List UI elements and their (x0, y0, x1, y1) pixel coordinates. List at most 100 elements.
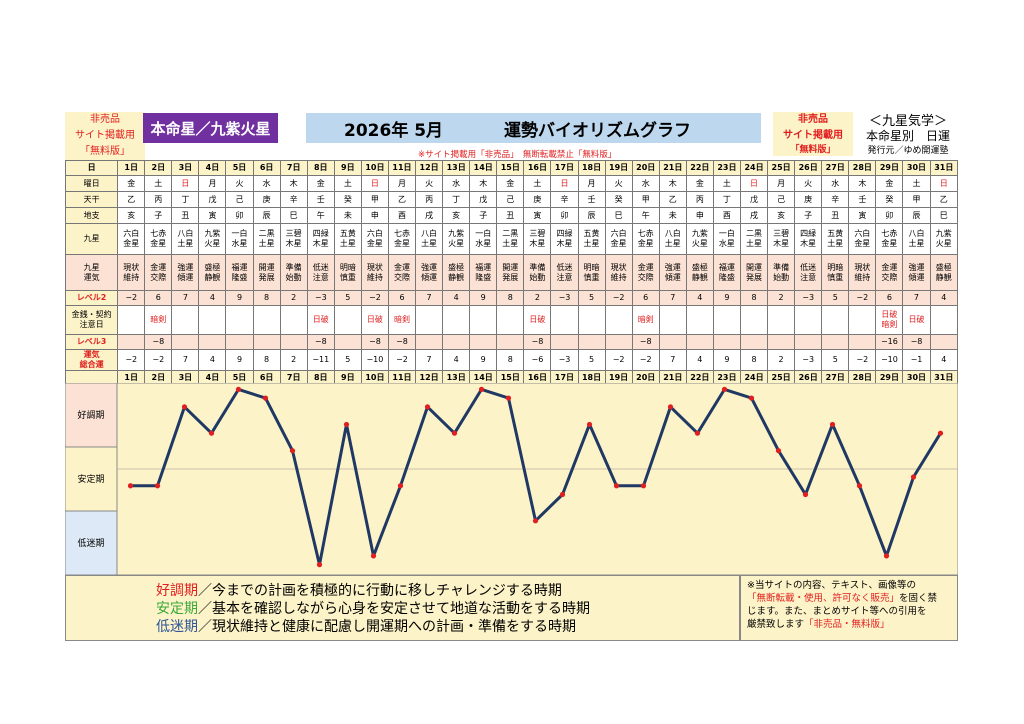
shi-cell: 未 (658, 207, 687, 224)
unki-cell-line: 傾運 (664, 272, 681, 282)
notes-box: ※当サイトの内容、テキスト、画像等の 「無断転載・使用、許可なく販売」を固く禁 … (740, 575, 958, 641)
total-cell: −2 (117, 349, 146, 371)
lv3-cell (929, 334, 959, 350)
day-cell: 13日 (442, 160, 471, 176)
day-cell: 25日 (767, 160, 796, 176)
unki-cell-line: 傾運 (421, 272, 438, 282)
lv3-cell (198, 334, 227, 350)
kan-cell: 癸 (333, 191, 362, 208)
unki-cell-line: 現状 (366, 262, 383, 272)
dow-cell: 水 (821, 175, 850, 192)
dow-cell: 水 (442, 175, 471, 192)
kan-cell: 庚 (252, 191, 281, 208)
star-cell-line: 土星 (421, 239, 438, 248)
data-point (532, 518, 539, 524)
dow-cell: 金 (117, 175, 146, 192)
lv2-cell: −2 (604, 290, 633, 306)
unki-label-line: 九星 (83, 262, 100, 272)
badge-right: 非売品 サイト掲載用 「無料版」 (773, 112, 853, 156)
kin-cell-line: 日破 (881, 310, 898, 319)
lv3-cell: −8 (360, 334, 389, 350)
data-point (370, 553, 377, 559)
title-box: 2026年 5月 運勢バイオリズムグラフ (306, 113, 761, 143)
legend-low: 低迷期／現状維持と健康に配慮し開運期への計画・準備をする時期 (156, 618, 576, 636)
lv2-cell: 6 (144, 290, 173, 306)
star-cell: 七赤 金星 (144, 223, 173, 255)
notes-line2-rest: を固く禁 (899, 593, 938, 604)
shi-cell: 寅 (523, 207, 552, 224)
shi-cell: 午 (306, 207, 335, 224)
kin-cell: 日破 (306, 305, 335, 335)
unki-cell: 強運 傾運 (415, 254, 444, 291)
kan-cell: 丙 (415, 191, 444, 208)
kan-cell: 乙 (658, 191, 687, 208)
unki-cell: 現状 維持 (117, 254, 146, 291)
data-point (829, 421, 836, 428)
kan-cell: 丁 (171, 191, 200, 208)
day-cell: 11日 (387, 160, 417, 176)
shi-label: 地支 (64, 207, 119, 224)
lv2-cell: 4 (198, 290, 227, 306)
kan-cell: 甲 (360, 191, 389, 208)
data-point (586, 421, 593, 428)
star-cell-line: 水星 (475, 239, 492, 248)
unki-cell: 明暗 慎重 (821, 254, 850, 291)
total-label: 運気 総合運 (64, 349, 119, 371)
lv3-cell (685, 334, 714, 350)
total-cell: 4 (929, 349, 959, 371)
unki-cell-line: 注意 (800, 272, 817, 282)
kin-cell-line: 日破 (312, 315, 329, 324)
unki-cell-line: 傾運 (177, 272, 194, 282)
total-cell: 7 (415, 349, 444, 371)
unki-cell-line: 始動 (285, 272, 302, 282)
legend-low-term: 低迷期 (156, 619, 198, 635)
star-cell: 二黒 土星 (739, 223, 769, 255)
star-cell-line: 八白 (177, 229, 194, 238)
dow-cell: 水 (631, 175, 660, 192)
total-cell: −3 (550, 349, 579, 371)
total-cell: 5 (333, 349, 362, 371)
day-cell: 22日 (685, 160, 714, 176)
dow-cell: 日 (171, 175, 200, 192)
notes-line1: ※当サイトの内容、テキスト、画像等の (747, 580, 916, 591)
total-cell: −2 (144, 349, 173, 371)
star-cell-line: 八白 (421, 229, 438, 238)
data-point (343, 421, 350, 428)
dow-cell: 水 (252, 175, 281, 192)
star-cell: 一白 水星 (225, 223, 254, 255)
unki-cell: 金運 交際 (631, 254, 660, 291)
day-cell: 26日 (794, 160, 823, 176)
lv3-cell: −8 (387, 334, 417, 350)
day2-cell: 6日 (252, 370, 281, 385)
total-cell: 7 (658, 349, 687, 371)
unki-cell-line: 隆盛 (231, 272, 248, 282)
unki-cell-line: 交際 (637, 272, 654, 282)
day2-cell: 19日 (604, 370, 633, 385)
star-cell-line: 二黒 (502, 229, 519, 238)
kin-cell-line: 暗剣 (637, 315, 654, 324)
lv3-cell: −8 (631, 334, 660, 350)
star-cell: 四緑 木星 (550, 223, 579, 255)
day-cell: 1日 (117, 160, 146, 176)
star-cell: 三碧 木星 (523, 223, 552, 255)
lv3-cell (252, 334, 281, 350)
total-label-line: 総合運 (79, 360, 104, 369)
lv2-cell: 7 (658, 290, 687, 306)
unki-cell: 開運 発展 (739, 254, 769, 291)
shi-cell: 辰 (252, 207, 281, 224)
lv3-cell (604, 334, 633, 350)
star-cell: 八白 土星 (658, 223, 687, 255)
day2-cell: 12日 (415, 370, 444, 385)
star-cell: 九紫 火星 (442, 223, 471, 255)
lv2-cell: 5 (821, 290, 850, 306)
band-label-cell (65, 510, 118, 575)
dow-cell: 金 (496, 175, 525, 192)
lv3-cell (821, 334, 850, 350)
unki-cell-line: 発展 (746, 272, 762, 282)
shi-cell: 丑 (821, 207, 850, 224)
total-cell: −2 (604, 349, 633, 371)
unki-cell: 金運 交際 (387, 254, 417, 291)
data-point (802, 491, 809, 498)
star-cell-line: 土星 (583, 239, 600, 248)
kan-cell: 癸 (875, 191, 904, 208)
